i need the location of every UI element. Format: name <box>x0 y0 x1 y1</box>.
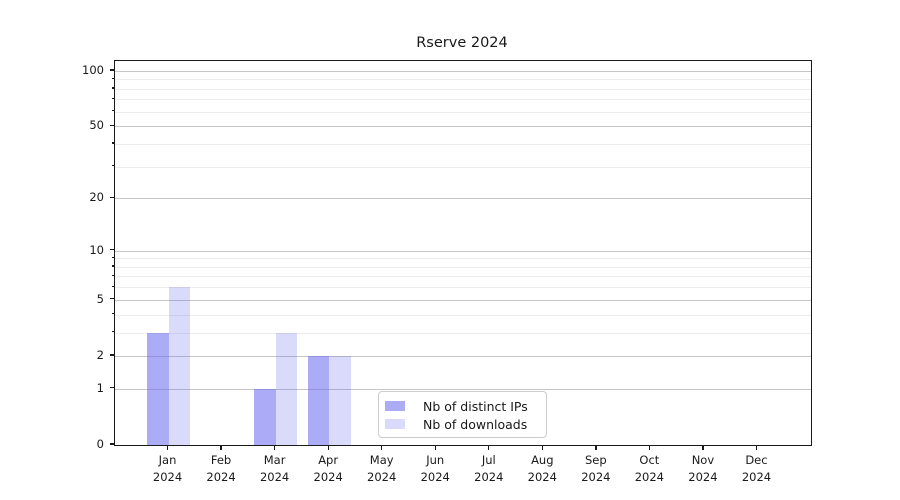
legend-label-downloads: Nb of downloads <box>423 416 528 432</box>
gridline-minor <box>115 258 811 260</box>
y-minor-tick <box>111 274 114 277</box>
gridline-major <box>115 126 811 128</box>
y-minor-tick <box>111 110 114 112</box>
x-tick-label: Dec 2024 <box>741 453 772 484</box>
gridline-major <box>115 70 811 72</box>
y-tick-label: 0 <box>96 437 104 451</box>
x-tick <box>434 445 436 450</box>
gridline-minor <box>115 332 811 334</box>
gridline-minor <box>115 166 811 168</box>
legend-label-distinct-ips: Nb of distinct IPs <box>423 398 528 414</box>
gridline-minor <box>115 79 811 81</box>
x-tick-label: Aug 2024 <box>527 453 557 484</box>
x-tick <box>220 445 222 450</box>
y-tick <box>109 196 114 198</box>
y-minor-tick <box>111 331 114 333</box>
gridline-major <box>115 198 811 200</box>
bar-downloads-mar <box>275 332 298 445</box>
x-tick <box>327 445 329 450</box>
x-tick-label: Jun 2024 <box>420 453 450 484</box>
x-tick-label: Nov 2024 <box>688 453 718 484</box>
x-tick-label: Jul 2024 <box>474 453 504 484</box>
y-tick-label: 50 <box>89 118 104 133</box>
legend: Nb of distinct IPs Nb of downloads <box>378 391 547 438</box>
bar-distinct-ips-jan <box>147 332 169 445</box>
x-tick-label: Feb 2024 <box>206 453 236 484</box>
x-tick-label: Mar 2024 <box>259 453 290 484</box>
gridline-minor <box>115 99 811 101</box>
chart-title: Rserve 2024 <box>416 35 508 51</box>
y-tick <box>109 443 114 445</box>
y-tick <box>109 124 114 126</box>
x-tick <box>381 445 383 450</box>
legend-swatch-distinct-ips-icon <box>385 401 405 411</box>
bar-downloads-jan <box>168 287 190 445</box>
gridline-minor <box>115 287 811 289</box>
y-minor-tick <box>111 256 114 259</box>
y-minor-tick <box>111 87 114 89</box>
y-minor-tick <box>111 142 114 144</box>
x-tick-label: Oct 2024 <box>634 453 665 484</box>
x-tick <box>595 445 597 450</box>
bar-downloads-apr <box>329 355 351 445</box>
legend-swatch-downloads-icon <box>385 419 405 429</box>
bar-distinct-ips-mar <box>254 388 276 445</box>
x-tick <box>702 445 704 450</box>
x-tick-label: Apr 2024 <box>313 453 343 484</box>
plot-area <box>114 60 812 446</box>
x-tick <box>755 445 758 450</box>
gridline-major <box>115 388 811 390</box>
gridline-minor <box>115 266 811 268</box>
x-tick <box>488 445 490 450</box>
x-tick-label: May 2024 <box>367 453 397 484</box>
y-tick <box>109 298 114 300</box>
y-tick <box>109 387 114 389</box>
y-minor-tick <box>111 285 114 288</box>
y-tick-label: 100 <box>82 62 104 77</box>
y-minor-tick <box>111 97 114 100</box>
x-tick-label: Jan 2024 <box>152 453 183 484</box>
y-tick-label: 1 <box>96 380 104 395</box>
y-tick-label: 2 <box>96 347 104 362</box>
y-tick-label: 20 <box>89 190 104 205</box>
y-tick <box>109 69 114 71</box>
gridline-minor <box>115 88 811 90</box>
x-tick <box>166 445 169 450</box>
y-tick-label: 10 <box>89 242 104 257</box>
gridline-major <box>115 299 811 301</box>
y-minor-tick <box>111 77 114 80</box>
gridline-minor <box>115 143 811 145</box>
y-minor-tick <box>111 313 114 315</box>
gridline-major <box>115 250 811 252</box>
gridline-minor <box>115 314 811 316</box>
legend-item-distinct-ips: Nb of distinct IPs <box>385 397 540 415</box>
y-minor-tick <box>111 165 114 167</box>
x-tick-label: Sep 2024 <box>581 453 611 484</box>
x-tick <box>648 445 651 450</box>
gridline-minor <box>115 111 811 113</box>
y-minor-tick <box>111 265 114 267</box>
y-tick-label: 5 <box>96 291 104 306</box>
y-tick <box>109 354 114 356</box>
y-tick <box>109 248 114 251</box>
x-tick <box>541 445 543 450</box>
legend-item-downloads: Nb of downloads <box>385 415 540 433</box>
gridline-minor <box>115 276 811 278</box>
bar-distinct-ips-apr <box>307 355 330 445</box>
gridline-major <box>115 355 811 357</box>
x-tick <box>274 445 276 450</box>
